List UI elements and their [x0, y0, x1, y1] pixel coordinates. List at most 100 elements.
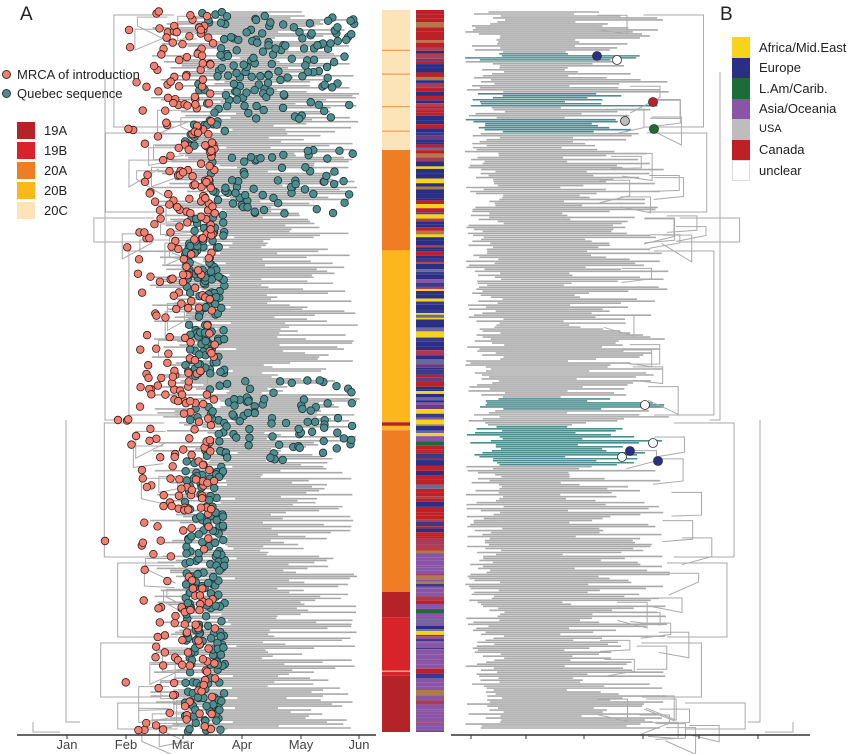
quebec-sequence-dot: [216, 50, 225, 60]
region-stripe: [416, 386, 444, 390]
quebec-sequence-dot: [305, 19, 315, 28]
mrca-dot: [202, 667, 212, 676]
subclade-bracket: [597, 698, 628, 722]
region-stripe: [416, 475, 444, 480]
quebec-sequence-dot: [258, 190, 267, 200]
region-stripe: [416, 255, 444, 259]
region-stripe: [416, 240, 444, 246]
quebec-sequence-dot: [339, 176, 348, 186]
mrca-dot: [207, 709, 216, 719]
region-stripe: [416, 659, 444, 663]
mrca-dot: [210, 624, 220, 633]
region-stripe: [416, 528, 444, 533]
quebec-sequence-dot: [256, 154, 265, 163]
mrca-dot: [169, 678, 179, 688]
quebec-sequence-dot: [279, 150, 288, 160]
quebec-sequence-dot: [264, 41, 273, 50]
quebec-sequence-dot: [303, 376, 312, 385]
quebec-sequence-dot: [299, 395, 309, 404]
mrca-dot: [158, 155, 168, 165]
subclade-bracket: [671, 491, 703, 517]
quebec-sequence-dot: [223, 51, 233, 61]
quebec-sequence-dot: [246, 152, 256, 162]
quebec-sequence-dot: [347, 421, 357, 431]
region-stripe: [416, 673, 444, 679]
region-stripe: [416, 731, 444, 732]
mrca-dot: [168, 691, 178, 700]
mrca-dot: [208, 39, 218, 48]
mrca-dot: [183, 218, 192, 227]
clade-segment: [382, 422, 410, 426]
mrca-dot: [138, 538, 148, 547]
mrca-dot: [182, 715, 191, 724]
region-stripe: [416, 369, 444, 375]
clade-bracket: [666, 562, 728, 638]
quebec-sequence-dot: [279, 20, 288, 29]
region-stripe: [416, 654, 444, 660]
region-stripe: [416, 18, 444, 23]
subclade-bracket: [622, 152, 653, 182]
mrca-dot: [188, 584, 198, 593]
clade-streak: [382, 49, 410, 51]
quebec-sequence-dot: [215, 705, 224, 715]
region-stripe: [416, 465, 444, 471]
tick-label-jan: Jan: [56, 737, 78, 752]
mrca-dot: [191, 620, 200, 629]
region-stripe: [416, 327, 444, 333]
region-stripe: [416, 87, 444, 92]
quebec-sequence-dot: [194, 350, 204, 359]
swatch-icon: [17, 201, 35, 219]
mrca-dot: [145, 436, 154, 446]
quebec-sequence-dot: [251, 114, 261, 123]
mrca-dot: [206, 183, 215, 193]
mrca-dot: [204, 644, 213, 653]
mrca-dot: [190, 283, 200, 293]
mrca-dot: [210, 674, 220, 683]
region-stripe: [416, 301, 444, 305]
region-label: L.Am/Carib.: [759, 80, 828, 96]
region-stripe: [416, 183, 444, 187]
mrca-dot: [172, 304, 181, 314]
quebec-sequence-dot: [340, 52, 349, 61]
legend-label: Quebec sequence: [17, 86, 123, 101]
mrca-dot: [198, 59, 207, 68]
subclade-bracket: [599, 179, 631, 204]
mrca-dot: [204, 98, 214, 108]
region-stripe: [416, 722, 444, 727]
region-stripe: [416, 682, 444, 687]
mrca-dot: [158, 725, 168, 734]
region-stripe: [416, 286, 444, 289]
quebec-sequence-dot: [307, 29, 316, 38]
mrca-dot: [150, 197, 160, 206]
region-stripe: [416, 218, 444, 222]
quebec-sequence-dot: [206, 267, 216, 276]
region-stripe: [416, 247, 444, 250]
quebec-sequence-dot: [328, 208, 338, 218]
clade-bracket: [113, 14, 174, 128]
mrca-dot: [187, 296, 196, 306]
subclade-bracket: [665, 727, 697, 754]
mrca-dot: [154, 7, 163, 16]
quebec-sequence-dot: [245, 384, 255, 394]
mrca-dot: [185, 32, 194, 41]
clade-bracket: [100, 642, 161, 698]
subclade-bracket: [157, 109, 188, 135]
quebec-sequence-dot: [333, 23, 342, 32]
region-stripe: [416, 630, 444, 635]
quebec-sequence-dot: [214, 272, 223, 281]
subclade-bracket: [653, 177, 685, 200]
quebec-sequence-dot: [332, 381, 341, 391]
time-axis-a: [17, 734, 376, 739]
quebec-sequence-dot: [320, 80, 329, 90]
quebec-sequence-dot: [226, 32, 236, 42]
mrca-dot: [196, 366, 205, 376]
region-stripe: [416, 58, 444, 62]
quebec-sequence-dot: [339, 434, 349, 443]
mrca-dot: [178, 40, 187, 49]
quebec-sequence-dot: [279, 90, 289, 99]
mrca-dot: [207, 692, 217, 702]
region-stripe: [416, 441, 444, 446]
subclade-bracket: [639, 714, 670, 736]
mrca-dot: [186, 209, 195, 218]
region-stripe: [416, 678, 444, 683]
